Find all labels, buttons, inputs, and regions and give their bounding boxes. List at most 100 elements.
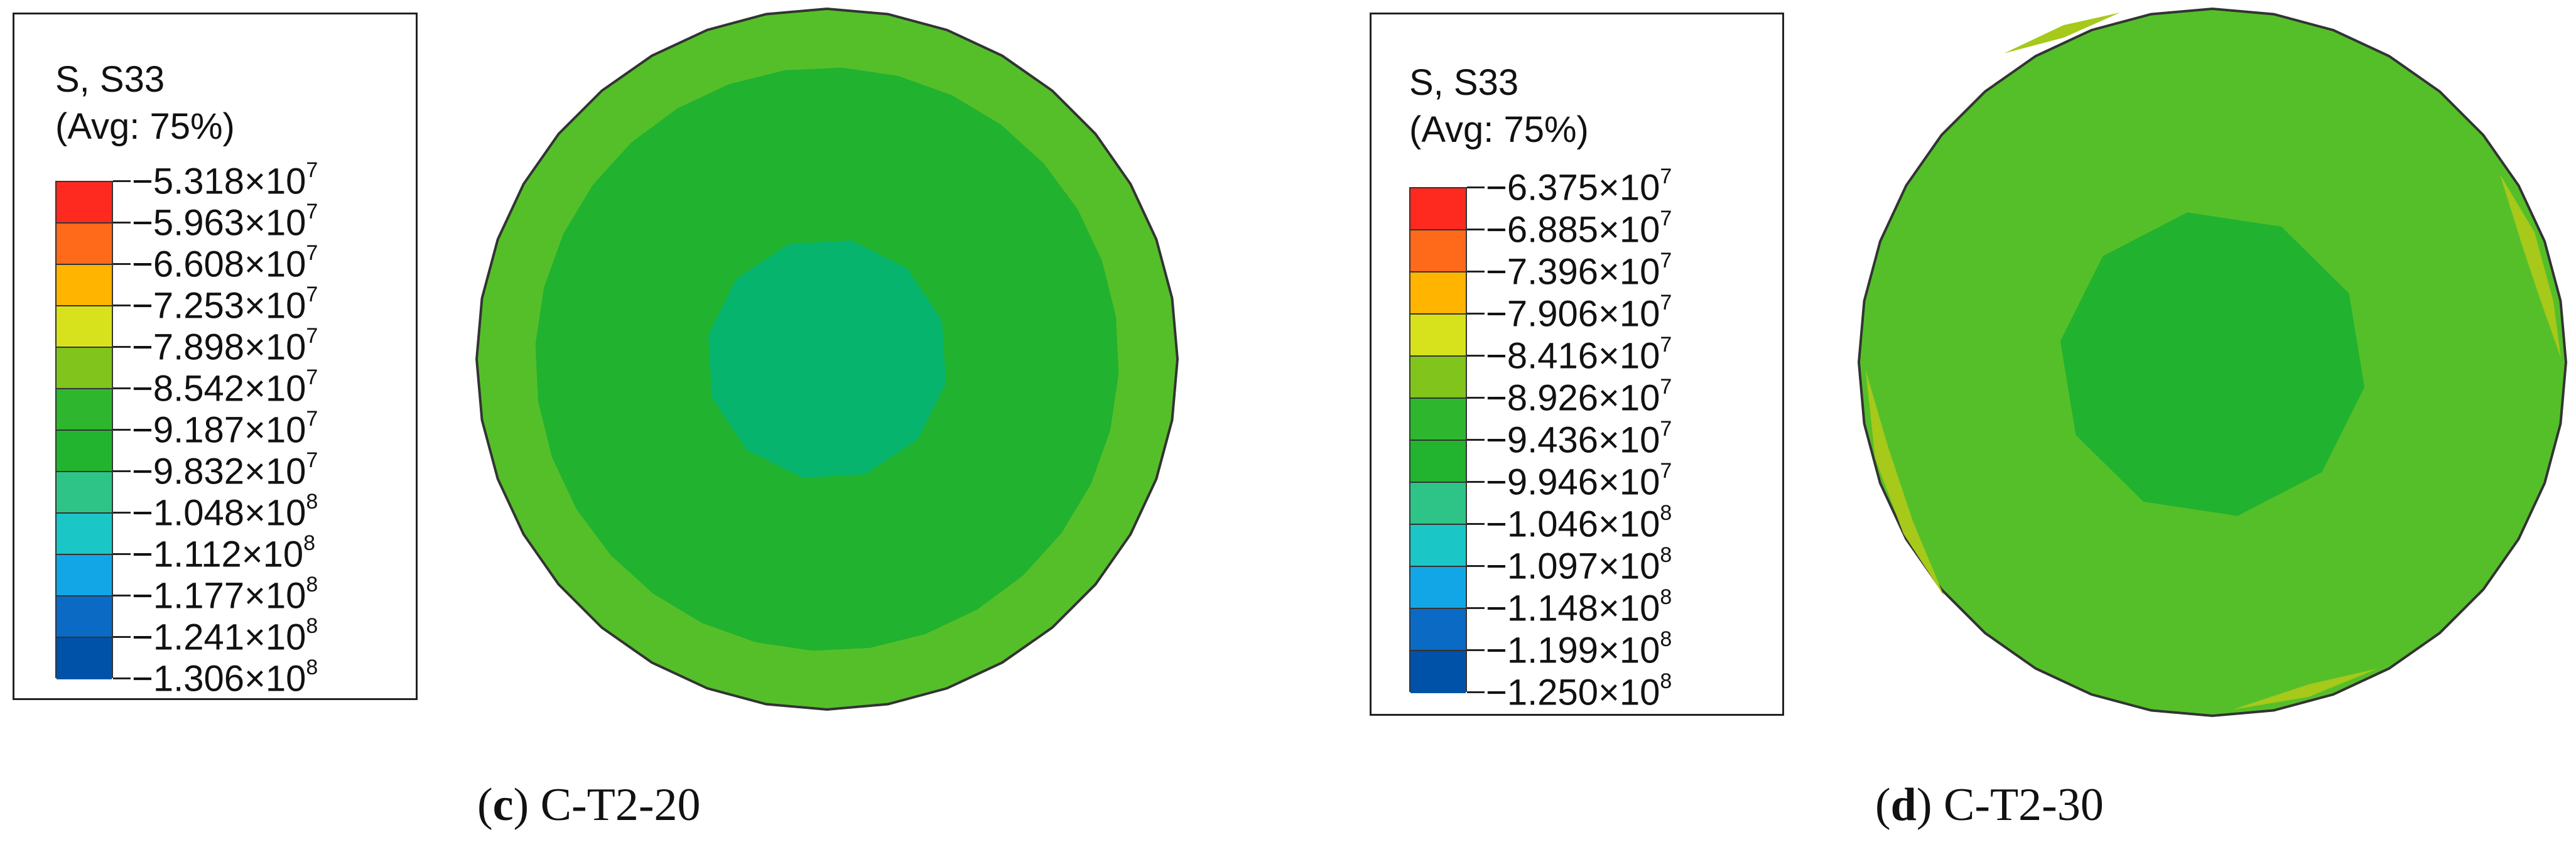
legend-value-exponent: 8 [306,614,318,638]
legend-swatch [57,389,112,431]
legend-value-exponent: 7 [306,241,318,265]
legend-value-label: −6.608×107 [132,242,318,283]
legend-value-label: −5.963×107 [132,201,318,244]
legend-tick [113,263,131,265]
legend-value-exponent: 7 [1660,333,1672,357]
legend-value-exponent: 7 [306,158,318,182]
legend-swatch [1410,525,1466,567]
legend-swatch [1410,483,1466,525]
panel-c: S, S33 (Avg: 75%) −5.318×107 −5.963×107 −6… [13,7,1179,831]
legend-value-mantissa: −1.046×10 [1486,504,1660,545]
legend-value-label: −8.416×107 [1486,334,1672,377]
legend-swatch [1410,230,1466,272]
legend-color-bar [55,181,113,679]
legend-value-label: −6.885×107 [1486,208,1672,251]
caption-text: C-T2-20 [540,779,701,831]
legend-value-exponent: 7 [1660,207,1672,230]
legend-value-label: −1.250×108 [1486,671,1672,713]
legend-value-mantissa: −5.963×10 [132,202,306,244]
legend-value-label: −1.046×108 [1486,502,1672,545]
legend-value-exponent: 8 [1660,669,1672,693]
legend-value-mantissa: −7.898×10 [132,326,306,368]
caption-letter: c [492,779,514,831]
legend-value-exponent: 7 [306,448,318,472]
caption-letter: d [1890,779,1917,831]
legend-value-mantissa: −8.416×10 [1486,335,1660,377]
contour-inner-core [2060,212,2365,516]
legend-value-mantissa: −6.375×10 [1486,167,1660,208]
legend-swatch [1410,441,1466,483]
legend-value-label: −7.898×107 [132,325,318,368]
legend-value-label: −9.832×107 [132,450,318,490]
legend-tick [1467,397,1485,399]
legend-tick [1467,649,1485,651]
legend-value-label: −6.375×107 [1486,166,1672,208]
legend-swatch [57,182,112,224]
legend-tick [113,677,131,679]
legend-value-exponent: 7 [306,365,318,389]
legend-tick [113,512,131,514]
contour-inner-core [708,240,946,478]
legend-tick [1467,691,1485,693]
legend-tick [113,470,131,472]
legend-tick [113,222,131,224]
legend-swatch [1410,315,1466,357]
legend-value-mantissa: −1.306×10 [132,658,306,699]
legend-tick [113,305,131,306]
legend-swatch [1410,272,1466,315]
panel-d: S, S33 (Avg: 75%) −6.375×107 −6.885×107 −7… [1288,0,2576,847]
caption-c: (c) C-T2-20 [477,779,701,831]
legend-value-exponent: 7 [306,200,318,224]
legend-value-mantissa: −5.318×10 [132,161,306,202]
legend-value-label: −1.048×108 [132,491,318,531]
legend-title-line2: (Avg: 75%) [1409,109,1589,150]
legend-swatch [1410,399,1466,441]
legend-value-mantissa: −6.885×10 [1486,209,1660,251]
legend-swatch [57,555,112,596]
legend-title-line1: S, S33 [1409,62,1519,103]
legend-value-exponent: 8 [306,490,318,514]
legend-tick [1467,481,1485,483]
legend-swatch [1410,567,1466,609]
legend-swatch [57,265,112,306]
legend-value-mantissa: −1.250×10 [1486,672,1660,713]
legend-value-mantissa: −7.906×10 [1486,293,1660,335]
legend-swatch [57,514,112,555]
legend-value-label: −1.306×108 [132,657,318,699]
legend-tick [113,636,131,638]
legend-value-exponent: 8 [303,531,316,555]
legend-value-exponent: 7 [1660,249,1672,272]
legend-value-exponent: 7 [1660,375,1672,399]
legend-swatch [57,306,112,348]
legend-value-label: −1.199×108 [1486,629,1672,671]
legend-swatch [1410,609,1466,651]
legend-value-label: −1.241×108 [132,615,318,655]
legend-value-exponent: 7 [1660,291,1672,315]
legend-tick [113,595,131,596]
legend-value-label: −1.148×108 [1486,586,1672,627]
legend-tick [113,387,131,389]
legend-swatch [57,596,112,638]
legend-tick [113,346,131,348]
legend-title-line1: S, S33 [55,59,165,100]
contour-plot-c [475,7,1179,711]
caption-text: C-T2-30 [1943,779,2104,831]
legend-value-mantissa: −8.926×10 [1486,377,1660,419]
legend-tick [1467,355,1485,357]
legend-value-exponent: 7 [1660,165,1672,188]
contour-plot-d [1857,7,2568,718]
legend-value-exponent: 7 [306,324,318,348]
legend-swatch [1410,188,1466,230]
legend-color-bar [1409,187,1467,693]
legend-value-exponent: 7 [1660,417,1672,441]
legend-tick [1467,523,1485,525]
legend-tick [113,180,131,182]
legend-swatch [57,472,112,514]
legend-value-exponent: 7 [1660,459,1672,483]
legend-tick [1467,313,1485,315]
contour-edge-patch [2233,669,2378,709]
legend-swatch [57,431,112,472]
legend-value-mantissa: −1.199×10 [1486,630,1660,671]
legend-tick [1467,565,1485,567]
legend-value-label: −9.946×107 [1486,460,1672,500]
